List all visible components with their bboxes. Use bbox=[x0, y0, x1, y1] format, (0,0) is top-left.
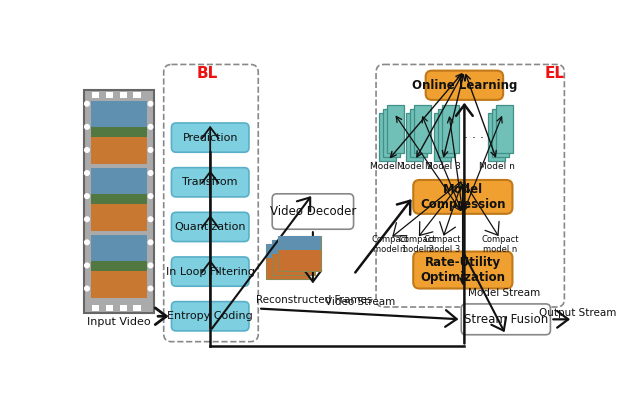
Text: Compact
model 1: Compact model 1 bbox=[371, 235, 409, 254]
FancyBboxPatch shape bbox=[120, 92, 127, 97]
FancyBboxPatch shape bbox=[414, 105, 431, 153]
Text: Video Stream: Video Stream bbox=[324, 297, 395, 307]
Text: Output Stream: Output Stream bbox=[539, 308, 616, 318]
Text: Model
Compression: Model Compression bbox=[420, 183, 506, 211]
FancyBboxPatch shape bbox=[134, 92, 141, 97]
FancyBboxPatch shape bbox=[91, 101, 147, 164]
FancyBboxPatch shape bbox=[426, 70, 503, 100]
FancyBboxPatch shape bbox=[106, 92, 113, 97]
Text: Input Video: Input Video bbox=[87, 318, 150, 327]
Circle shape bbox=[148, 286, 153, 291]
FancyBboxPatch shape bbox=[172, 123, 249, 152]
FancyBboxPatch shape bbox=[492, 109, 509, 157]
FancyBboxPatch shape bbox=[91, 168, 147, 196]
Circle shape bbox=[84, 194, 90, 198]
FancyBboxPatch shape bbox=[84, 90, 154, 313]
Text: Compact
model n: Compact model n bbox=[481, 235, 519, 254]
FancyBboxPatch shape bbox=[379, 113, 396, 161]
Text: Prediction: Prediction bbox=[182, 133, 238, 143]
FancyBboxPatch shape bbox=[92, 305, 99, 311]
Circle shape bbox=[84, 217, 90, 221]
Text: Model Stream: Model Stream bbox=[468, 288, 540, 298]
FancyBboxPatch shape bbox=[413, 251, 513, 289]
FancyBboxPatch shape bbox=[91, 194, 147, 204]
Text: Reconstructed Frames: Reconstructed Frames bbox=[256, 295, 372, 305]
Text: BL: BL bbox=[196, 66, 218, 81]
Text: Model n: Model n bbox=[479, 162, 515, 171]
FancyBboxPatch shape bbox=[172, 302, 249, 331]
FancyBboxPatch shape bbox=[134, 305, 141, 311]
Text: Model 1: Model 1 bbox=[370, 162, 406, 171]
FancyBboxPatch shape bbox=[91, 127, 147, 137]
Text: Model 2: Model 2 bbox=[397, 162, 433, 171]
FancyBboxPatch shape bbox=[272, 194, 353, 229]
FancyBboxPatch shape bbox=[266, 244, 308, 258]
Circle shape bbox=[84, 101, 90, 106]
Text: Rate-Utility
Optimization: Rate-Utility Optimization bbox=[420, 256, 506, 284]
Circle shape bbox=[84, 286, 90, 291]
Circle shape bbox=[84, 240, 90, 245]
Circle shape bbox=[148, 217, 153, 221]
Text: Model 3: Model 3 bbox=[425, 162, 461, 171]
FancyBboxPatch shape bbox=[272, 240, 315, 275]
FancyBboxPatch shape bbox=[434, 113, 451, 161]
Text: Quantization: Quantization bbox=[175, 222, 246, 232]
Text: · · ·: · · · bbox=[464, 132, 484, 145]
FancyBboxPatch shape bbox=[410, 109, 428, 157]
FancyBboxPatch shape bbox=[172, 257, 249, 286]
FancyBboxPatch shape bbox=[91, 101, 147, 129]
FancyBboxPatch shape bbox=[92, 92, 99, 97]
FancyBboxPatch shape bbox=[488, 113, 506, 161]
FancyBboxPatch shape bbox=[172, 168, 249, 197]
Circle shape bbox=[148, 124, 153, 129]
Text: Stream Fusion: Stream Fusion bbox=[464, 313, 548, 326]
Circle shape bbox=[148, 263, 153, 268]
FancyBboxPatch shape bbox=[387, 105, 404, 153]
FancyBboxPatch shape bbox=[106, 305, 113, 311]
FancyBboxPatch shape bbox=[406, 113, 423, 161]
Circle shape bbox=[84, 263, 90, 268]
Circle shape bbox=[84, 124, 90, 129]
FancyBboxPatch shape bbox=[278, 236, 321, 271]
FancyBboxPatch shape bbox=[172, 212, 249, 242]
FancyBboxPatch shape bbox=[442, 105, 459, 153]
Circle shape bbox=[148, 148, 153, 152]
Text: Entropy Coding: Entropy Coding bbox=[167, 311, 253, 321]
FancyBboxPatch shape bbox=[272, 240, 315, 254]
Text: Online Learning: Online Learning bbox=[412, 79, 517, 92]
Circle shape bbox=[148, 171, 153, 175]
FancyBboxPatch shape bbox=[266, 244, 308, 278]
Text: Compact
model 2: Compact model 2 bbox=[398, 235, 436, 254]
Text: Transfrom: Transfrom bbox=[182, 177, 238, 187]
FancyBboxPatch shape bbox=[496, 105, 513, 153]
Circle shape bbox=[84, 171, 90, 175]
Text: Compact
model 3: Compact model 3 bbox=[424, 235, 461, 254]
FancyBboxPatch shape bbox=[278, 236, 321, 250]
FancyBboxPatch shape bbox=[120, 305, 127, 311]
FancyBboxPatch shape bbox=[461, 304, 550, 335]
FancyBboxPatch shape bbox=[91, 261, 147, 270]
FancyBboxPatch shape bbox=[91, 234, 147, 298]
FancyBboxPatch shape bbox=[438, 109, 455, 157]
Circle shape bbox=[148, 194, 153, 198]
FancyBboxPatch shape bbox=[413, 180, 513, 214]
Circle shape bbox=[148, 101, 153, 106]
Text: Video Decoder: Video Decoder bbox=[269, 205, 356, 218]
Circle shape bbox=[84, 148, 90, 152]
FancyBboxPatch shape bbox=[91, 168, 147, 231]
FancyBboxPatch shape bbox=[383, 109, 400, 157]
Text: EL: EL bbox=[545, 66, 565, 81]
Text: In Loop Filtering: In Loop Filtering bbox=[166, 267, 255, 276]
FancyBboxPatch shape bbox=[91, 234, 147, 263]
Circle shape bbox=[148, 240, 153, 245]
